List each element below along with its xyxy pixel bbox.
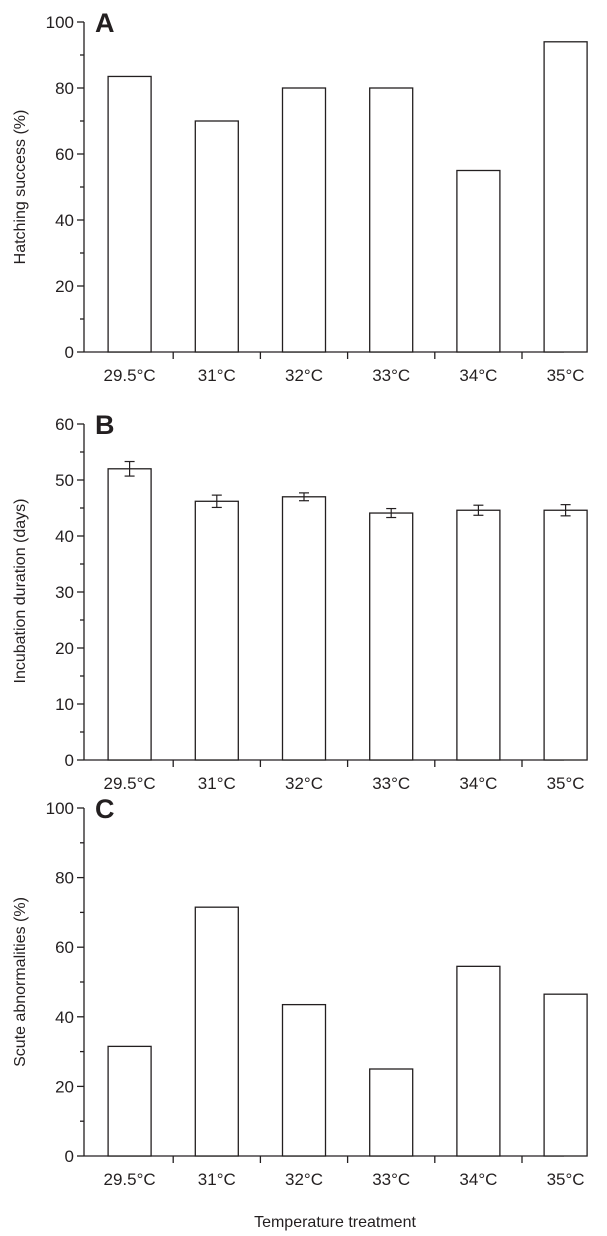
bar-32°C [281,496,327,761]
y-tick-label: 0 [65,1147,74,1166]
y-tick-label: 60 [55,415,74,434]
bar-29.5°C [107,468,152,761]
bar-31°C [194,120,239,353]
x-tick-label: 35°C [547,774,585,793]
panel-c: 0 20 40 60 80 100 29.5°C 31°C 32°C 33°C 34°C 35°C Sc… [12,794,588,1189]
panel-letter: C [95,794,115,824]
bar-34°C [456,169,501,353]
bar-29.5°C [107,75,152,353]
bar-34°C [456,965,501,1157]
x-tick-label: 32°C [285,366,323,385]
x-tick-label: 31°C [198,774,236,793]
x-tick-label: 29.5°C [104,366,156,385]
panel-b: 0 10 20 30 40 50 60 29.5°C 31°C 32°C 33°C 34°C 35°C I… [12,410,588,793]
y-tick-label: 80 [55,79,74,98]
y-tick-label: 10 [55,695,74,714]
y-tick-label: 40 [55,527,74,546]
bar-35°C [543,993,588,1157]
bar-33°C [369,87,414,353]
bar-29.5°C [107,1045,152,1157]
y-axis-title: Incubation duration (days) [12,499,29,684]
panel-letter: A [95,8,115,38]
y-tick-label: 40 [55,1008,74,1027]
bar-32°C [281,87,327,353]
y-tick-label: 50 [55,471,74,490]
y-tick-label: 30 [55,583,74,602]
x-tick-label: 34°C [459,774,497,793]
x-tick-label: 35°C [547,1170,585,1189]
panel-letter: B [95,410,115,440]
x-tick-label: 32°C [285,1170,323,1189]
x-tick-label: 34°C [459,1170,497,1189]
x-tick-label: 33°C [372,774,410,793]
panel-a: 0 20 40 60 80 100 29.5°C 31°C 32°C 33°C 34°C 35°C Ha… [12,8,588,385]
x-tick-label: 29.5°C [104,774,156,793]
bar-33°C [369,512,414,761]
y-tick-label: 80 [55,869,74,888]
y-tick-label: 0 [65,343,74,362]
bar-33°C [369,1068,414,1157]
x-tick-label: 34°C [459,366,497,385]
bar-35°C [543,509,588,761]
y-tick-label: 100 [46,13,74,32]
y-axis-title: Hatching success (%) [12,110,29,265]
x-tick-label: 29.5°C [104,1170,156,1189]
x-tick-label: 35°C [547,366,585,385]
y-tick-label: 20 [55,277,74,296]
bar-32°C [281,1003,327,1157]
bar-31°C [194,906,239,1157]
y-tick-label: 20 [55,1077,74,1096]
y-tick-label: 60 [55,938,74,957]
x-tick-label: 31°C [198,1170,236,1189]
bar-35°C [543,41,588,353]
x-axis-title: Temperature treatment [254,1214,416,1231]
x-tick-label: 31°C [198,366,236,385]
y-axis-title: Scute abnormalities (%) [12,897,29,1067]
y-tick-label: 20 [55,639,74,658]
y-tick-label: 0 [65,751,74,770]
y-tick-label: 60 [55,145,74,164]
bar-31°C [194,500,239,761]
x-tick-label: 33°C [372,1170,410,1189]
bar-34°C [456,509,501,761]
y-tick-label: 100 [46,799,74,818]
x-tick-label: 32°C [285,774,323,793]
y-tick-label: 40 [55,211,74,230]
x-tick-label: 33°C [372,366,410,385]
